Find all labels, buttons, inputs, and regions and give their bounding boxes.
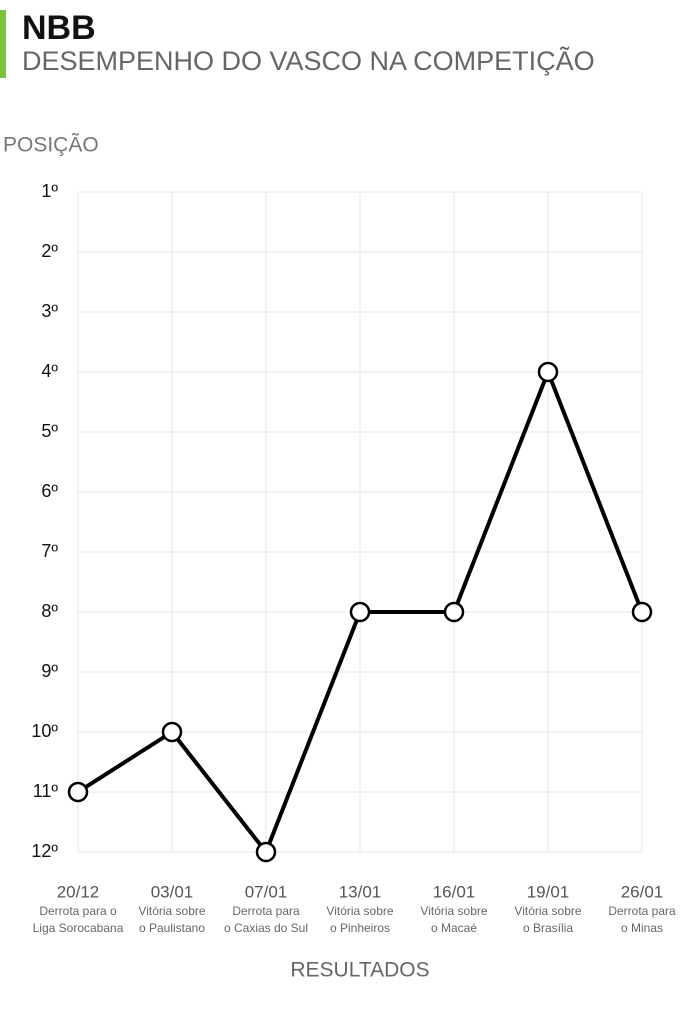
x-tick-description: Vitória sobre (420, 904, 487, 918)
x-tick-label: 20/12 (57, 882, 100, 901)
x-tick-description: o Pinheiros (330, 921, 390, 935)
x-tick-description: o Caxias do Sul (224, 921, 308, 935)
point (67, 781, 89, 803)
x-tick-label: 16/01 (433, 882, 476, 901)
x-tick-description: Liga Sorocabana (33, 921, 124, 935)
x-tick-description: Vitória sobre (138, 904, 205, 918)
y-tick-label: 12º (31, 841, 58, 861)
x-tick-description: o Paulistano (139, 921, 205, 935)
chart-subtitle: DESEMPENHO DO VASCO NA COMPETIÇÃO (22, 45, 595, 76)
y-tick-label: 9º (41, 661, 58, 681)
x-tick-label: 19/01 (527, 882, 570, 901)
x-tick-label: 26/01 (621, 882, 664, 901)
y-tick-label: 2º (41, 241, 58, 261)
y-tick-label: 3º (41, 301, 58, 321)
x-tick-description: o Macaé (431, 921, 477, 935)
y-tick-label: 8º (41, 601, 58, 621)
y-tick-label: 1º (41, 181, 58, 201)
x-tick-description: Derrota para (608, 904, 676, 918)
y-tick-label: 7º (41, 541, 58, 561)
x-tick-description: Derrota para o (39, 904, 117, 918)
x-tick-label: 13/01 (339, 882, 382, 901)
point (631, 601, 653, 623)
accent-bar (0, 10, 6, 78)
x-tick-description: o Minas (621, 921, 663, 935)
y-tick-label: 5º (41, 421, 58, 441)
y-tick-label: 6º (41, 481, 58, 501)
y-tick-label: 10º (31, 721, 58, 741)
x-tick-description: o Brasília (523, 921, 573, 935)
point (537, 361, 559, 383)
x-tick-label: 07/01 (245, 882, 288, 901)
point (161, 721, 183, 743)
x-tick-description: Derrota para (232, 904, 300, 918)
point (255, 841, 277, 863)
x-tick-description: Vitória sobre (514, 904, 581, 918)
x-axis-label: RESULTADOS (290, 959, 429, 982)
x-tick-description: Vitória sobre (326, 904, 393, 918)
y-tick-label: 11º (33, 781, 59, 801)
x-tick-label: 03/01 (151, 882, 194, 901)
y-tick-label: 4º (41, 361, 58, 381)
point (349, 601, 371, 623)
y-axis-label: POSIÇÃO (3, 133, 99, 157)
point (443, 601, 465, 623)
chart-title: NBB (22, 9, 96, 47)
